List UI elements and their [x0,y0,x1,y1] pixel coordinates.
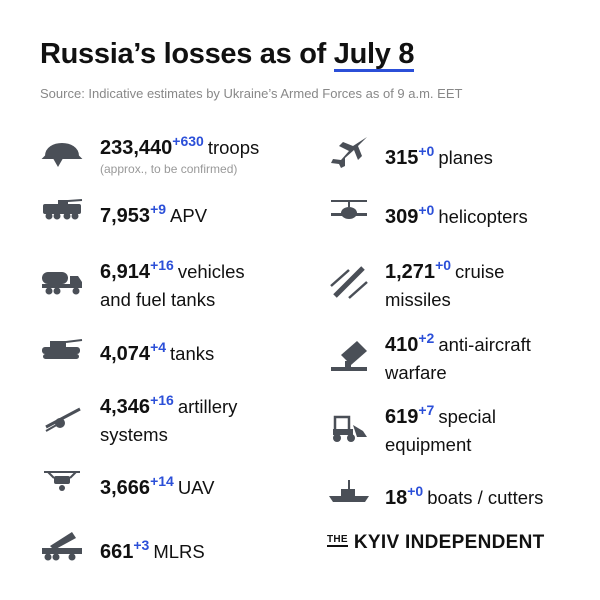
loss-item-tanks: 4,074+4 tanks [100,334,214,368]
kyiv-independent-logo: THE KYIV INDEPENDENT [327,532,545,553]
loss-item-MLRS: 661+3 MLRS [100,532,205,566]
loss-item-APV: 7,953+9 APV [100,196,207,230]
loss-item-troops: 233,440+630 troops (approx., to be confirm… [100,128,259,176]
loss-item-UAV: 3,666+14 UAV [100,468,214,502]
loss-value: 315 [385,147,419,169]
loss-delta: +0 [418,143,435,159]
loss-value: 6,914 [100,261,151,283]
loss-label: planes [438,147,493,168]
loss-label-line2: missiles [385,289,451,310]
loss-value: 233,440 [100,137,173,159]
loss-item-helicopters: 309+0 helicopters [385,197,528,231]
loss-label: helicopters [438,206,528,227]
mlrs-icon [40,528,84,564]
loss-value: 309 [385,206,419,228]
plane-icon [327,134,371,170]
loss-label: troops [207,137,260,158]
page-title: Russia’s losses as of July 8 [40,38,415,72]
loss-delta: +0 [407,483,424,499]
loss-label: tanks [170,343,215,364]
loss-delta: +2 [418,330,435,346]
loss-item-anti-aircraft: 410+2 anti-aircraft warfare [385,325,531,386]
loss-label-line2: equipment [385,434,472,455]
fuel-truck-icon [40,264,84,300]
loss-value: 18 [385,487,408,509]
anti-aircraft-icon [327,337,371,373]
loss-label: artillery [177,396,238,417]
missile-icon [327,264,371,300]
loss-note: (approx., to be confirmed) [100,162,238,176]
loss-label: boats / cutters [427,487,544,508]
loss-value: 3,666 [100,477,151,499]
loss-delta: +4 [150,339,167,355]
loss-value: 4,074 [100,343,151,365]
loss-value: 7,953 [100,205,151,227]
loss-item-planes: 315+0 planes [385,138,493,172]
apv-icon [40,192,84,228]
loss-label: APV [170,205,208,226]
loss-label-line2: warfare [385,362,447,383]
loss-delta: +3 [133,537,150,553]
loss-label: vehicles [177,261,245,282]
loss-delta: +0 [435,257,452,273]
loss-label: special [438,406,496,427]
loss-value: 1,271 [385,261,436,283]
source-note: Source: Indicative estimates by Ukraine’… [40,86,463,101]
loss-label: anti-aircraft [438,334,531,355]
loss-item-boats: 18+0 boats / cutters [385,478,543,512]
loss-delta: +16 [150,392,174,408]
loss-delta: +0 [418,202,435,218]
loss-label-line2: and fuel tanks [100,289,216,310]
helmet-icon [40,132,84,168]
loss-delta: +7 [418,402,435,418]
loader-icon [327,409,371,445]
helicopter-icon [327,193,371,229]
loss-delta: +9 [150,201,167,217]
loss-item-special: 619+7 special equipment [385,397,496,458]
loss-label-line2: systems [100,424,168,445]
title-date: July 8 [333,38,415,72]
loss-value: 410 [385,334,419,356]
loss-delta: +630 [172,133,204,149]
ship-icon [327,474,371,510]
loss-label: cruise [455,261,505,282]
artillery-icon [40,399,84,435]
loss-item-artillery: 4,346+16 artillery systems [100,387,237,448]
tank-icon [40,330,84,366]
loss-delta: +16 [150,257,174,273]
loss-label: MLRS [153,541,205,562]
drone-icon [40,464,84,500]
loss-value: 661 [100,541,134,563]
loss-value: 619 [385,406,419,428]
loss-value: 4,346 [100,396,151,418]
loss-item-cruise: 1,271+0 cruise missiles [385,252,504,313]
loss-item-vehicles: 6,914+16 vehicles and fuel tanks [100,252,245,313]
loss-delta: +14 [150,473,174,489]
loss-label: UAV [177,477,215,498]
